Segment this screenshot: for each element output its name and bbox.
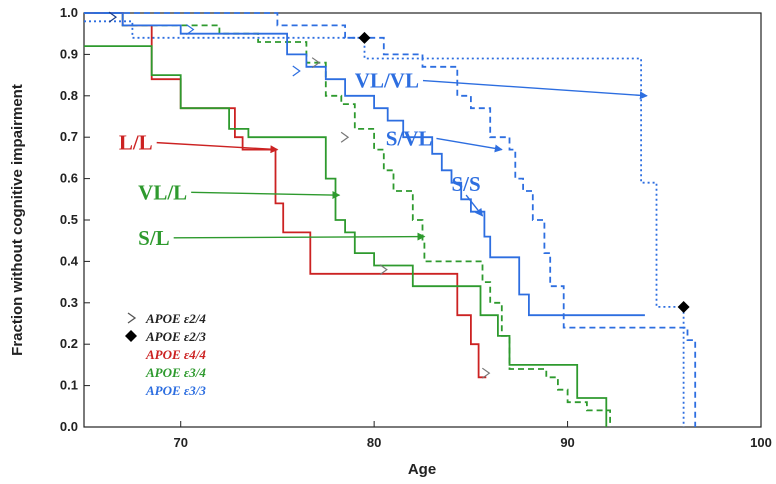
series-line-s-l — [84, 12, 611, 427]
curve-label-vl-l: VL/L — [138, 180, 187, 204]
legend-item-label: APOE ε3/4 — [145, 365, 206, 380]
diamond-marker — [358, 31, 371, 44]
y-axis-title: Fraction without cognitive impairment — [9, 84, 26, 356]
x-tick-label: 100 — [750, 435, 772, 450]
series-line-s-vl — [84, 12, 697, 427]
y-tick-label: 0.2 — [60, 336, 78, 351]
y-tick-label: 0.0 — [60, 419, 78, 434]
x-tick-label: 80 — [367, 435, 381, 450]
legend-item-label: APOE ε2/4 — [145, 311, 206, 326]
censor-mark — [311, 57, 321, 69]
y-tick-label: 0.9 — [60, 46, 78, 61]
y-tick-label: 0.4 — [60, 253, 79, 268]
censor-mark — [108, 11, 118, 23]
curve-label-s-l: S/L — [138, 226, 170, 250]
curve-labels-layer: L/L VL/L S/L S/S S/VL VL/VL — [119, 69, 648, 250]
curve-label-arrow — [156, 141, 279, 154]
y-tick-label: 0.3 — [60, 295, 78, 310]
curve-label-s-vl: S/VL — [386, 126, 433, 150]
curve-label-arrow — [173, 232, 426, 241]
legend-item-label: APOE ε4/4 — [145, 347, 206, 362]
curve-label-vl-vl: VL/VL — [355, 69, 419, 93]
legend-chevron-icon — [127, 312, 137, 324]
y-tick-label: 0.7 — [60, 129, 78, 144]
y-tick-label: 0.8 — [60, 88, 78, 103]
curve-label-l-l: L/L — [119, 131, 153, 155]
legend-item-label: APOE ε3/3 — [145, 383, 206, 398]
series-layer — [84, 12, 697, 427]
y-tick-label: 0.1 — [60, 378, 78, 393]
x-tick-label: 70 — [173, 435, 187, 450]
y-axis-ticks: 0.0 0.1 0.2 0.3 0.4 0.5 0.6 0.7 0.8 0.9 1.0 — [60, 5, 90, 434]
diamond-marker — [677, 300, 690, 313]
x-axis-title: Age — [408, 461, 436, 478]
series-line-s-s — [84, 12, 645, 317]
y-tick-label: 0.6 — [60, 171, 78, 186]
y-tick-label: 1.0 — [60, 5, 78, 20]
censor-mark — [340, 131, 350, 143]
legend-item-label: APOE ε2/3 — [145, 329, 206, 344]
legend: APOE ε2/4 APOE ε2/3 APOE ε4/4 APOE ε3/4 APOE… — [125, 311, 206, 398]
legend-diamond-icon — [125, 330, 137, 342]
y-tick-label: 0.5 — [60, 212, 78, 227]
censor-mark — [186, 24, 195, 36]
censor-mark — [379, 264, 388, 276]
x-axis-ticks: 70 80 90 100 — [173, 421, 772, 450]
x-tick-label: 90 — [560, 435, 574, 450]
curve-label-arrow — [436, 137, 503, 153]
series-line-vl-l — [84, 45, 608, 427]
censor-mark — [292, 65, 301, 77]
curve-label-arrow — [422, 79, 648, 100]
curve-label-s-s: S/S — [452, 172, 481, 196]
censor-marks-layer — [108, 11, 690, 379]
censor-mark — [481, 367, 491, 379]
curve-label-arrow — [465, 194, 484, 217]
curve-label-arrow — [191, 191, 341, 200]
